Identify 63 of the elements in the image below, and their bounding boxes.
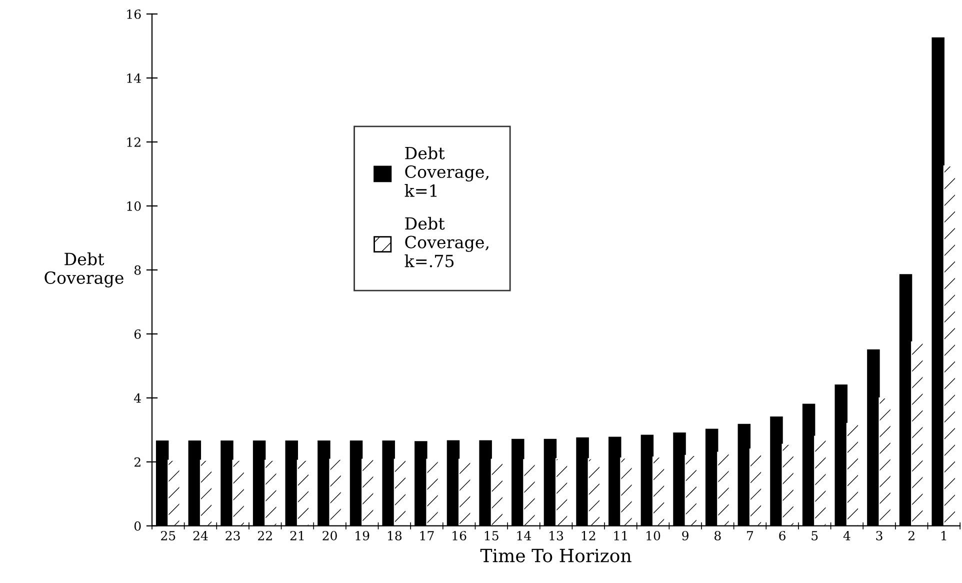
bar — [717, 452, 730, 526]
bar — [168, 460, 180, 526]
x-tick-label: 15 — [484, 530, 498, 540]
x-tick-label: 22 — [258, 530, 272, 540]
bar — [588, 458, 601, 526]
y-tick-label: 14 — [127, 73, 141, 83]
x-tick-label: 1 — [941, 530, 946, 540]
bar — [232, 460, 245, 526]
bar — [846, 422, 860, 526]
bar — [200, 460, 213, 526]
legend-label: Debt Coverage, k=.75 — [404, 216, 488, 268]
bar — [523, 459, 536, 526]
bar — [652, 456, 666, 526]
x-tick-label: 7 — [747, 531, 754, 540]
x-axis-title: Time To Horizon — [480, 548, 632, 562]
y-tick-label: 0 — [134, 521, 141, 531]
y-tick-label: 4 — [134, 393, 141, 403]
x-tick-label: 24 — [193, 530, 208, 540]
bar — [878, 397, 892, 526]
bar — [620, 457, 633, 526]
bar — [458, 458, 472, 526]
x-tick-label: 14 — [517, 530, 532, 540]
x-tick-label: 4 — [843, 530, 850, 540]
bar — [814, 436, 827, 526]
x-tick-label: 9 — [682, 530, 688, 540]
bar — [426, 458, 439, 526]
y-tick-label: 6 — [134, 329, 141, 339]
bar — [264, 460, 278, 526]
x-tick-label: 10 — [646, 530, 660, 540]
y-tick-label: 16 — [127, 9, 141, 19]
x-tick-label: 16 — [452, 530, 466, 540]
x-tick-label: 5 — [812, 531, 818, 540]
x-tick-label: 11 — [614, 530, 627, 540]
x-tick-label: 13 — [550, 530, 564, 540]
bar — [329, 458, 342, 526]
y-tick-label: 12 — [127, 137, 140, 147]
x-tick-label: 21 — [290, 530, 304, 540]
x-tick-label: 19 — [356, 530, 370, 540]
x-tick-label: 3 — [876, 530, 882, 540]
x-tick-label: 8 — [714, 530, 721, 540]
y-tick-label: 10 — [127, 201, 141, 211]
bar — [943, 165, 956, 526]
x-tick-label: 23 — [226, 530, 240, 540]
y-tick-label: 8 — [134, 265, 141, 275]
x-tick-label: 12 — [582, 530, 596, 540]
x-tick-label: 25 — [161, 530, 176, 540]
bar — [684, 454, 698, 526]
y-axis-title: Debt Coverage — [44, 252, 124, 288]
bar — [362, 458, 374, 526]
x-tick-label: 6 — [779, 530, 786, 540]
bar — [394, 458, 407, 526]
bar — [749, 448, 762, 526]
x-tick-label: 18 — [388, 530, 402, 540]
x-tick-label: 17 — [420, 530, 434, 540]
bar — [296, 460, 310, 526]
bar — [911, 341, 924, 526]
y-tick-label: 2 — [134, 457, 140, 467]
legend-label: Debt Coverage, k=1 — [404, 146, 488, 197]
bar — [555, 458, 568, 526]
bar — [782, 444, 794, 526]
x-tick-label: 2 — [908, 530, 914, 540]
bar — [490, 458, 504, 526]
x-tick-label: 20 — [322, 530, 337, 540]
